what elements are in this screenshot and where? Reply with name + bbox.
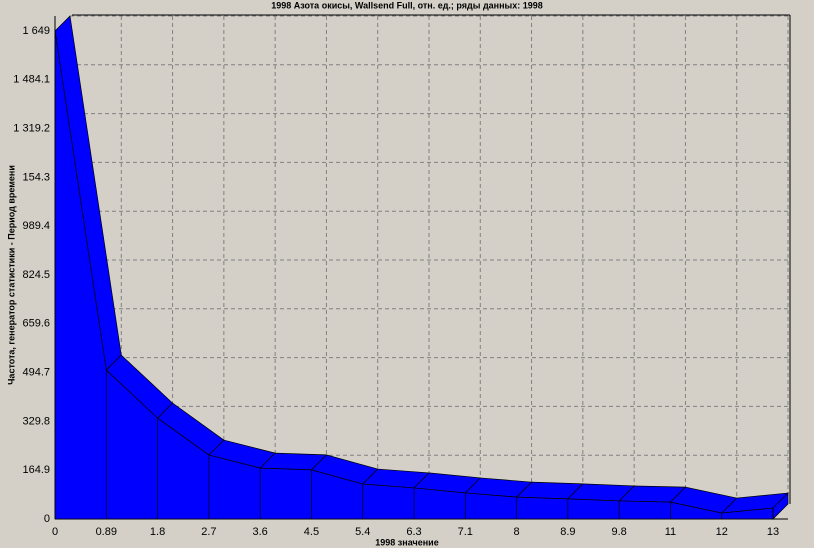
x-tick-label: 2.7 [201,526,216,538]
y-tick-label: 154.3 [22,171,50,183]
y-tick-label: 494.7 [22,367,50,379]
x-tick-label: 11 [665,526,676,538]
y-tick-label: 329.8 [22,415,50,427]
x-tick-label: 4.5 [304,526,319,538]
y-tick-label: 824.5 [22,269,50,281]
y-tick-label: 659.6 [22,318,50,330]
y-tick-label: 0 [44,513,50,525]
y-tick-label: 989.4 [22,220,50,232]
x-axis-title: 1998 значение [375,537,438,547]
y-tick-label: 1 319.2 [13,123,50,135]
y-tick-label: 1 484.1 [13,74,50,86]
x-tick-label: 13 [767,526,779,538]
x-tick-label: 6.3 [406,526,421,538]
x-tick-label: 12 [716,526,728,538]
x-tick-label: 9.8 [611,526,626,538]
y-tick-label: 164.9 [22,464,50,476]
x-tick-label: 8.9 [560,526,575,538]
x-tick-label: 0 [52,526,58,538]
x-tick-label: 7.1 [458,526,473,538]
x-tick-label: 5.4 [355,526,370,538]
x-tick-label: 3.6 [252,526,267,538]
y-tick-label: 1 649 [22,25,50,37]
chart-title: 1998 Азота окисы, Wallsend Full, отн. ед… [271,0,543,10]
x-tick-label: 8 [514,526,520,538]
x-tick-label: 1.8 [150,526,165,538]
x-tick-label: 0.89 [96,526,117,538]
y-axis-title: Частота, генератор статистики - Период в… [6,165,16,385]
